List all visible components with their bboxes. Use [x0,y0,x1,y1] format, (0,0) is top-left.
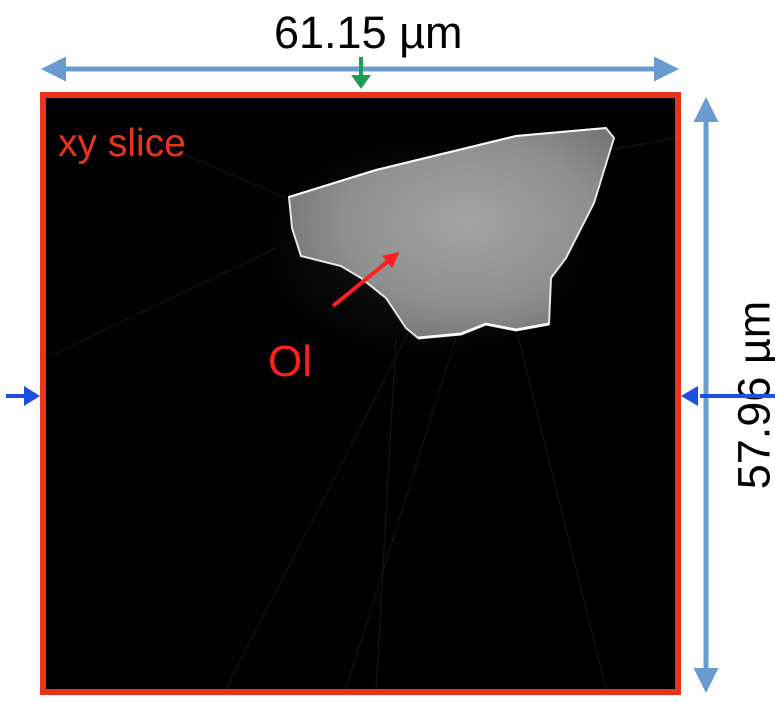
left-slice-marker [6,386,40,406]
width-dimension-label: 61.15 µm [274,7,463,58]
xy-slice-panel [40,92,681,695]
slice-label: xy slice [58,122,186,165]
mineral-label: Ol [268,337,312,386]
height-dimension-label: 57.96 µm [728,300,775,490]
grain-edge-highlight [288,127,607,198]
tomography-image [46,98,675,689]
grain-bottom-edge [417,322,550,340]
top-slice-marker [351,57,371,89]
